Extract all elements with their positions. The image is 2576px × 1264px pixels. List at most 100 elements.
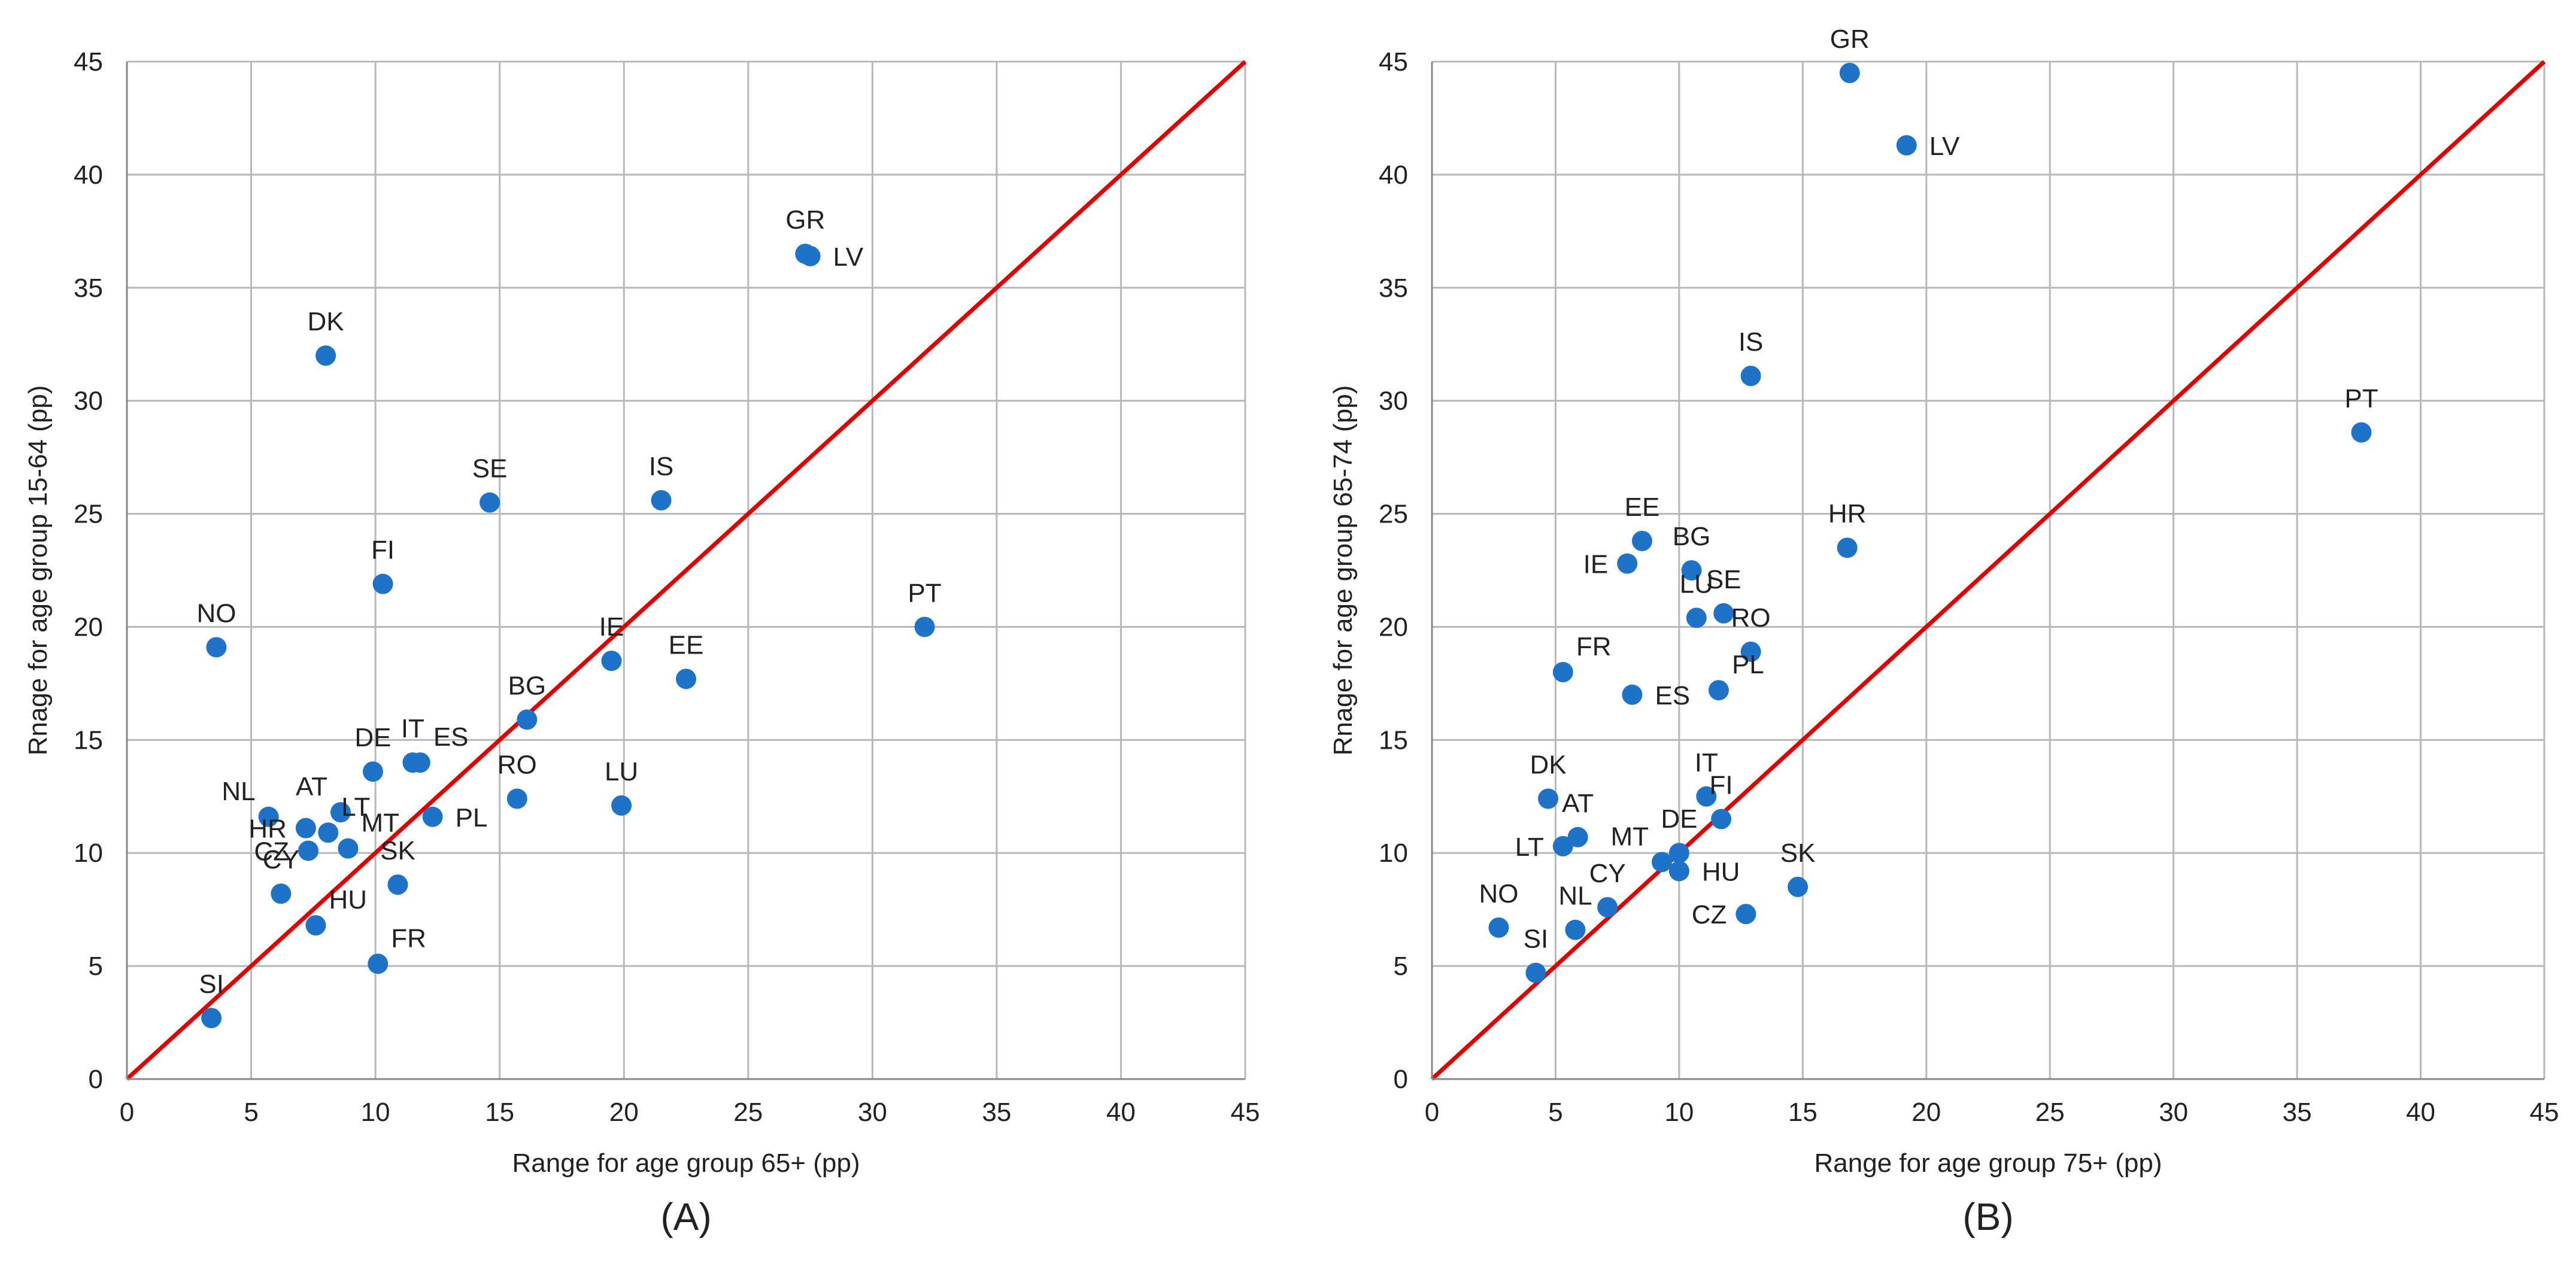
x-tick-label: 10	[361, 1098, 390, 1127]
data-point-lv	[800, 245, 821, 266]
x-tick-label: 10	[1664, 1098, 1694, 1127]
x-tick-label: 0	[1425, 1098, 1439, 1127]
point-label-cy: CY	[1589, 859, 1626, 888]
x-tick-label: 40	[1106, 1098, 1136, 1127]
point-label-no: NO	[1479, 879, 1518, 908]
point-label-ro: RO	[1731, 603, 1771, 633]
x-tick-label: 30	[858, 1098, 887, 1127]
data-point-fi	[1711, 809, 1732, 830]
point-label-hr: HR	[1828, 499, 1867, 528]
point-label-si: SI	[1524, 924, 1549, 953]
data-point-ro	[506, 788, 527, 809]
data-point-ro	[1740, 642, 1761, 662]
y-tick-label: 15	[74, 725, 103, 755]
point-label-lv: LV	[1929, 132, 1960, 161]
ticks-b: 0 5 10 15 20 25 30 35 40 45 0 5 10 15 20 25 30 35 40 45	[1379, 47, 2559, 1127]
data-point-de	[362, 761, 383, 782]
point-label-lv: LV	[833, 242, 864, 272]
data-point-nl	[1565, 919, 1586, 940]
point-label-ie: IE	[599, 612, 624, 642]
y-tick-label: 20	[74, 612, 103, 642]
data-point-ee	[676, 669, 696, 689]
data-point-is	[651, 490, 672, 511]
point-label-bg: BG	[1673, 522, 1711, 551]
data-point-si	[1525, 962, 1546, 983]
point-label-cy: CY	[263, 845, 299, 874]
x-tick-label: 5	[244, 1098, 258, 1127]
x-tick-label: 15	[485, 1098, 514, 1127]
y-tick-label: 25	[1379, 500, 1408, 529]
point-label-hu: HU	[329, 885, 367, 914]
data-point-lu	[1686, 607, 1707, 628]
y-tick-label: 5	[1394, 952, 1408, 981]
x-tick-label: 0	[120, 1098, 134, 1127]
data-point-ee	[1631, 530, 1652, 551]
y-tick-label: 25	[74, 500, 103, 529]
data-point-cz	[298, 840, 319, 861]
data-point-pl	[1708, 680, 1729, 701]
point-label-hu: HU	[1702, 857, 1740, 886]
data-point-cz	[1735, 904, 1756, 925]
x-tick-label: 35	[2283, 1098, 2312, 1127]
point-label-ie: IE	[1583, 550, 1609, 579]
x-tick-label: 30	[2159, 1098, 2188, 1127]
point-label-dk: DK	[308, 307, 344, 336]
data-point-bg	[1681, 560, 1702, 581]
point-label-ro: RO	[497, 750, 537, 780]
data-point-cy	[1597, 897, 1618, 917]
data-point-bg	[517, 709, 538, 730]
point-label-lt: LT	[1515, 832, 1544, 862]
data-point-lt	[1552, 835, 1573, 856]
data-point-gr	[1839, 62, 1860, 83]
y-axis-label-a: Rnage for age group 15-64 (pp)	[23, 385, 53, 756]
point-label-sk: SK	[1780, 838, 1816, 868]
point-label-cz: CZ	[254, 837, 289, 866]
point-label-at: AT	[1562, 789, 1594, 818]
data-point-dk	[315, 345, 336, 366]
point-label-mt: MT	[1610, 822, 1649, 851]
data-point-mt	[338, 838, 359, 859]
point-label-dk: DK	[1530, 750, 1566, 780]
x-axis-label-b: Range for age group 75+ (pp)	[1815, 1148, 2162, 1178]
x-tick-label: 45	[2530, 1098, 2559, 1127]
data-point-ie	[1617, 553, 1638, 574]
point-label-cz: CZ	[1692, 900, 1727, 929]
point-label-de: DE	[354, 723, 391, 752]
data-point-pl	[422, 806, 443, 827]
point-label-lu: LU	[605, 757, 638, 786]
points-b	[1488, 62, 2372, 983]
data-point-es	[409, 752, 430, 773]
y-tick-label: 10	[1379, 838, 1408, 868]
data-point-se	[480, 492, 500, 513]
y-tick-label: 0	[1394, 1065, 1408, 1094]
y-tick-label: 5	[89, 952, 103, 981]
x-tick-label: 45	[1231, 1098, 1260, 1127]
data-point-si	[201, 1008, 222, 1028]
data-point-pt	[2351, 422, 2372, 443]
point-label-si: SI	[199, 970, 224, 999]
point-label-it: IT	[401, 714, 424, 743]
data-point-ie	[601, 651, 622, 672]
panel-label-a: (A)	[660, 1195, 711, 1238]
data-point-pt	[914, 616, 935, 637]
data-point-fr	[368, 953, 389, 974]
data-point-cy	[271, 883, 292, 904]
y-tick-label: 15	[1379, 725, 1408, 755]
x-tick-label: 25	[2035, 1098, 2065, 1127]
point-label-fi: FI	[371, 536, 395, 565]
x-tick-label: 20	[1911, 1098, 1941, 1127]
point-label-de: DE	[1661, 804, 1697, 834]
reference-line	[125, 60, 1247, 1081]
chart-panel-a: 0 5 10 15 20 25 30 35 40 45 0 5 10 15 20 25 30 35 40 45 GR L…	[23, 47, 1260, 1238]
data-point-dk	[1538, 788, 1559, 809]
x-tick-label: 5	[1548, 1098, 1562, 1127]
point-label-is: IS	[649, 452, 674, 481]
data-point-nl	[258, 806, 279, 827]
x-tick-label: 20	[609, 1098, 639, 1127]
point-label-fr: FR	[391, 923, 426, 953]
point-label-fr: FR	[1576, 632, 1612, 661]
point-label-at: AT	[296, 772, 327, 801]
data-point-hr	[295, 818, 316, 838]
x-tick-label: 25	[733, 1098, 763, 1127]
y-tick-label: 30	[74, 387, 103, 416]
